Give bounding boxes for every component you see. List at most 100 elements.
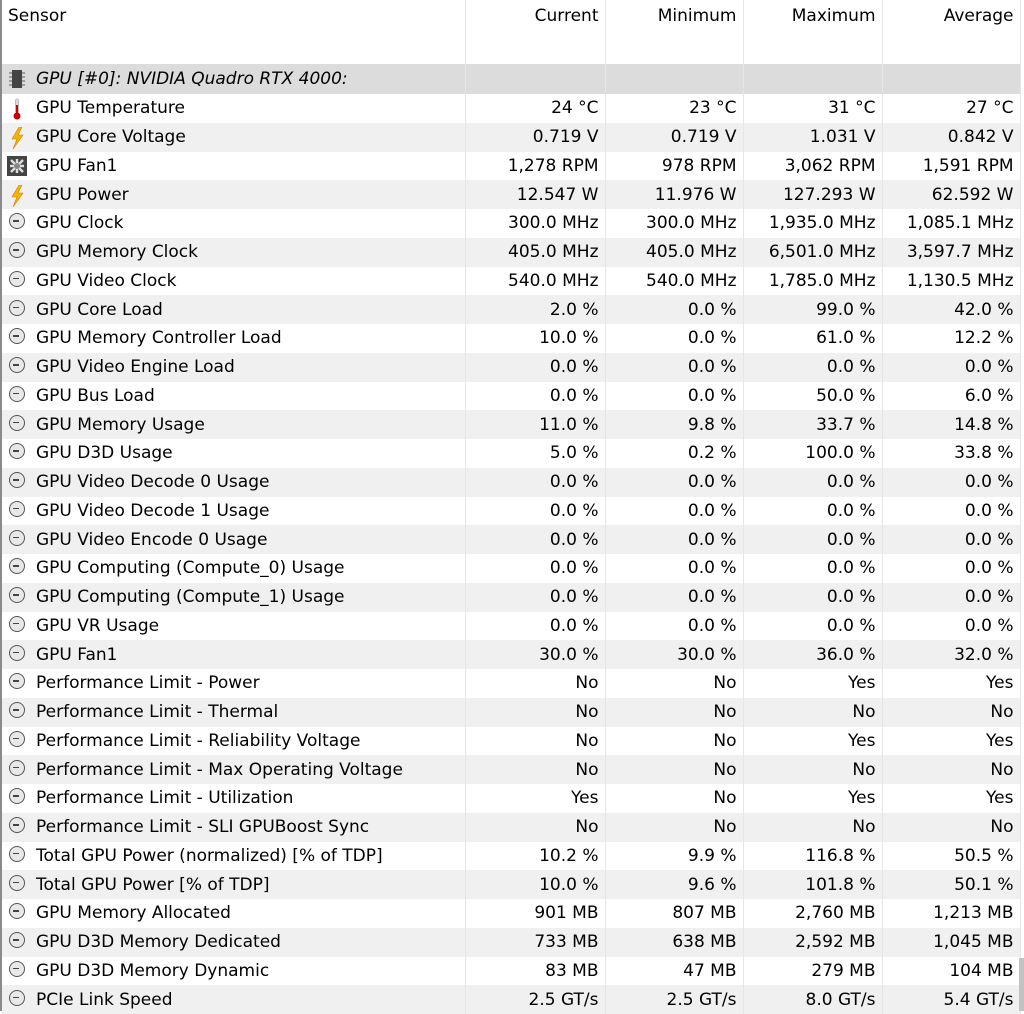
table-row[interactable]: GPU Clock 300.0 MHz 300.0 MHz 1,935.0 MHz 1,… (2, 209, 1021, 238)
current-value: 0.0 % (465, 554, 606, 583)
column-header-minimum[interactable]: Minimum (605, 0, 744, 64)
average-value: 0.0 % (882, 467, 1021, 497)
sensor-name: Total GPU Power (normalized) [% of TDP] (36, 845, 383, 866)
average-value: 3,597.7 MHz (882, 237, 1021, 267)
current-value: 2.5 GT/s (465, 985, 606, 1014)
table-row[interactable]: GPU Memory Clock 405.0 MHz 405.0 MHz 6,501.… (2, 237, 1021, 267)
table-row[interactable]: Performance Limit - Reliability Voltage N… (2, 726, 1021, 756)
average-value: 62.592 W (882, 180, 1021, 209)
table-row[interactable]: GPU Power 12.547 W 11.976 W 127.293 W 62.592… (2, 180, 1021, 209)
table-row[interactable]: GPU Video Engine Load 0.0 % 0.0 % 0.0 % 0.0 … (2, 352, 1021, 382)
clock-icon (6, 385, 28, 406)
maximum-value: 1.031 V (743, 122, 883, 152)
maximum-value: 61.0 % (743, 324, 883, 353)
table-row[interactable]: GPU Memory Controller Load 10.0 % 0.0 % 61.… (2, 324, 1021, 353)
clock-icon (6, 730, 28, 751)
group-label: GPU [#0]: NVIDIA Quadro RTX 4000: (36, 69, 348, 89)
minimum-value: 807 MB (605, 899, 744, 928)
minimum-value: 0.2 % (605, 439, 744, 468)
table-row[interactable]: GPU D3D Memory Dynamic 83 MB 47 MB 279 MB 10… (2, 956, 1021, 986)
maximum-value: 31 °C (743, 94, 883, 123)
table-row[interactable]: GPU Video Clock 540.0 MHz 540.0 MHz 1,785.0… (2, 266, 1021, 296)
minimum-value: 47 MB (605, 956, 744, 986)
average-value: 50.5 % (882, 841, 1021, 871)
current-value: 11.0 % (465, 410, 606, 439)
table-row[interactable]: Total GPU Power (normalized) [% of TDP] 1… (2, 841, 1021, 871)
table-row[interactable]: Performance Limit - Thermal No No No No (2, 697, 1021, 727)
clock-icon (6, 500, 28, 521)
table-row[interactable]: Performance Limit - SLI GPUBoost Sync No N… (2, 812, 1021, 842)
current-value: 0.0 % (465, 352, 606, 382)
clock-icon (6, 414, 28, 435)
sensor-name-cell: GPU Temperature (2, 94, 466, 123)
maximum-value: 0.0 % (743, 352, 883, 382)
table-row[interactable]: GPU Fan1 1,278 RPM 978 RPM 3,062 RPM 1,591 R… (2, 151, 1021, 181)
clock-icon (6, 357, 28, 377)
table-row[interactable]: GPU Bus Load 0.0 % 0.0 % 50.0 % 6.0 % (2, 381, 1021, 411)
sensor-name: Performance Limit - Power (36, 673, 260, 694)
current-value: 24 °C (465, 94, 606, 123)
table-row[interactable]: GPU Memory Allocated 901 MB 807 MB 2,760 MB… (2, 899, 1021, 928)
sensor-name: GPU D3D Memory Dynamic (36, 960, 270, 981)
sensor-name-cell: GPU Memory Controller Load (2, 324, 466, 353)
table-row[interactable]: GPU Computing (Compute_0) Usage 0.0 % 0.0 … (2, 554, 1021, 583)
sensor-name-cell: GPU D3D Memory Dedicated (2, 927, 466, 957)
column-header-average[interactable]: Average (882, 0, 1021, 64)
maximum-value: 0.0 % (743, 525, 883, 554)
table-row[interactable]: GPU Fan1 30.0 % 30.0 % 36.0 % 32.0 % (2, 640, 1021, 669)
minimum-value: 300.0 MHz (605, 209, 744, 238)
table-row[interactable]: Performance Limit - Max Operating Voltag… (2, 755, 1021, 784)
current-value: 5.0 % (465, 439, 606, 468)
average-value: 1,085.1 MHz (882, 209, 1021, 238)
maximum-value: 36.0 % (743, 640, 883, 669)
clock-icon (6, 759, 28, 780)
clock-icon (6, 989, 28, 1010)
current-value: No (465, 726, 606, 756)
table-row[interactable]: GPU Temperature 24 °C 23 °C 31 °C 27 °C (2, 94, 1021, 123)
sensor-name: GPU Video Clock (36, 270, 177, 291)
column-header-current[interactable]: Current (465, 0, 606, 64)
table-row[interactable]: GPU Memory Usage 11.0 % 9.8 % 33.7 % 14.8 % (2, 410, 1021, 439)
minimum-value: 0.0 % (605, 352, 744, 382)
table-row[interactable]: GPU D3D Memory Dedicated 733 MB 638 MB 2,59… (2, 927, 1021, 957)
minimum-value: 978 RPM (605, 151, 744, 181)
table-row[interactable]: GPU D3D Usage 5.0 % 0.2 % 100.0 % 33.8 % (2, 439, 1021, 468)
current-value: 0.0 % (465, 467, 606, 497)
vertical-scrollbar-thumb[interactable] (1019, 958, 1024, 1011)
clock-icon (6, 615, 28, 636)
average-value: No (882, 812, 1021, 842)
clock-icon (6, 472, 28, 492)
sensor-name-cell: Performance Limit - SLI GPUBoost Sync (2, 812, 466, 842)
table-row[interactable]: Total GPU Power [% of TDP] 10.0 % 9.6 % 101… (2, 870, 1021, 899)
maximum-value: 8.0 GT/s (743, 985, 883, 1014)
sensor-name-cell: GPU Video Decode 0 Usage (2, 467, 466, 497)
table-row[interactable]: Performance Limit - Power No No Yes Yes (2, 669, 1021, 698)
sensor-name: GPU Memory Allocated (36, 903, 231, 924)
column-header-maximum[interactable]: Maximum (743, 0, 883, 64)
table-row[interactable]: GPU VR Usage 0.0 % 0.0 % 0.0 % 0.0 % (2, 611, 1021, 641)
clock-icon (6, 529, 28, 550)
maximum-value: Yes (743, 726, 883, 756)
group-row[interactable]: GPU [#0]: NVIDIA Quadro RTX 4000: (2, 64, 1021, 94)
average-value: 0.0 % (882, 525, 1021, 554)
sensor-name: Performance Limit - Thermal (36, 702, 279, 723)
table-row[interactable]: GPU Core Load 2.0 % 0.0 % 99.0 % 42.0 % (2, 295, 1021, 324)
sensor-name-cell: GPU Memory Allocated (2, 899, 466, 928)
minimum-value: 638 MB (605, 927, 744, 957)
average-value: 32.0 % (882, 640, 1021, 669)
clock-icon (6, 242, 28, 262)
table-row[interactable]: GPU Video Encode 0 Usage 0.0 % 0.0 % 0.0 % 0… (2, 525, 1021, 554)
current-value: No (465, 812, 606, 842)
sensor-name-cell: GPU Video Engine Load (2, 352, 466, 382)
table-row[interactable]: GPU Core Voltage 0.719 V 0.719 V 1.031 V 0.8… (2, 122, 1021, 152)
maximum-value: 101.8 % (743, 870, 883, 899)
table-row[interactable]: GPU Video Decode 0 Usage 0.0 % 0.0 % 0.0 % 0… (2, 467, 1021, 497)
table-row[interactable]: GPU Computing (Compute_1) Usage 0.0 % 0.0 … (2, 582, 1021, 612)
column-header-sensor[interactable]: Sensor (2, 0, 466, 64)
table-row[interactable]: PCIe Link Speed 2.5 GT/s 2.5 GT/s 8.0 GT/s 5… (2, 985, 1021, 1014)
sensor-name: PCIe Link Speed (36, 989, 173, 1010)
minimum-value: 405.0 MHz (605, 237, 744, 267)
current-value: 0.0 % (465, 582, 606, 612)
table-row[interactable]: Performance Limit - Utilization Yes No Yes Y… (2, 784, 1021, 813)
table-row[interactable]: GPU Video Decode 1 Usage 0.0 % 0.0 % 0.0 % 0… (2, 496, 1021, 526)
